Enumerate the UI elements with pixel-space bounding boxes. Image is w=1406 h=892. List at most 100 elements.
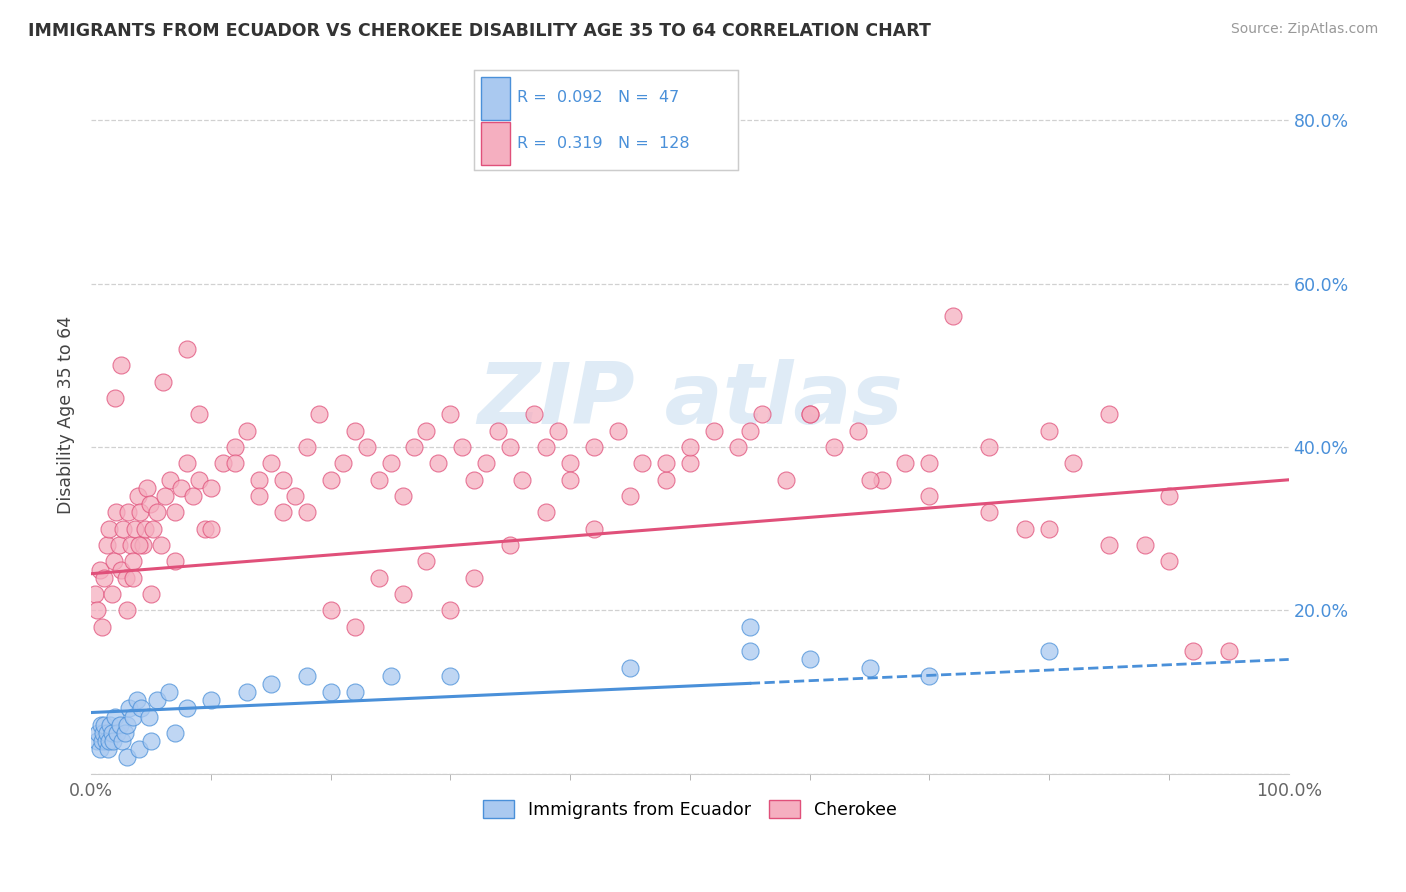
Point [799,408,821,422]
Point [103,554,125,568]
Point [486,424,509,438]
Point [129,506,152,520]
Point [775,473,797,487]
Point [343,620,366,634]
Point [128,538,150,552]
Point [115,750,138,764]
Point [284,489,307,503]
Point [91,726,114,740]
Point [319,685,342,699]
Point [125,693,148,707]
Point [727,440,749,454]
Point [260,677,283,691]
Point [108,718,131,732]
Point [93,718,115,732]
Point [510,473,533,487]
Point [319,603,342,617]
Point [1038,424,1060,438]
Point [118,701,141,715]
Point [170,481,193,495]
Point [451,440,474,454]
Text: IMMIGRANTS FROM ECUADOR VS CHEROKEE DISABILITY AGE 35 TO 64 CORRELATION CHART: IMMIGRANTS FROM ECUADOR VS CHEROKEE DISA… [28,22,931,40]
Point [380,669,402,683]
Point [894,457,917,471]
Point [1062,457,1084,471]
Point [439,669,461,683]
Point [187,408,209,422]
Point [475,457,498,471]
Point [127,489,149,503]
Point [463,473,485,487]
Point [112,522,135,536]
Point [131,538,153,552]
Point [523,408,546,422]
Point [110,359,132,373]
Point [200,693,222,707]
Point [918,489,941,503]
Point [404,440,426,454]
Point [120,538,142,552]
Point [679,457,702,471]
Point [134,522,156,536]
Point [942,310,965,324]
Point [1038,644,1060,658]
Point [343,685,366,699]
Point [111,734,134,748]
Legend: Immigrants from Ecuador, Cherokee: Immigrants from Ecuador, Cherokee [477,794,904,826]
Point [152,375,174,389]
Point [90,718,112,732]
Point [499,538,522,552]
Point [89,563,111,577]
Point [104,391,127,405]
Point [90,734,112,748]
Point [139,734,162,748]
Point [107,538,129,552]
Point [128,742,150,756]
Point [1218,644,1240,658]
Point [163,506,186,520]
Point [187,473,209,487]
Point [1157,489,1180,503]
Point [93,571,115,585]
Y-axis label: Disability Age 35 to 64: Disability Age 35 to 64 [58,316,75,514]
Point [124,522,146,536]
Point [319,473,342,487]
Point [271,473,294,487]
Point [149,538,172,552]
Point [751,408,773,422]
Point [271,506,294,520]
Point [163,554,186,568]
Point [631,457,654,471]
Point [86,734,108,748]
Point [98,522,121,536]
Point [583,522,606,536]
Point [619,660,641,674]
Point [380,457,402,471]
Point [858,660,880,674]
Point [122,709,145,723]
Point [105,506,128,520]
Point [738,644,761,658]
Point [86,603,108,617]
Point [427,457,450,471]
Point [247,489,270,503]
Point [1014,522,1036,536]
Point [115,603,138,617]
Point [547,424,569,438]
Point [439,603,461,617]
Point [979,440,1001,454]
Point [100,726,122,740]
Point [212,457,235,471]
Point [560,457,582,471]
Point [799,652,821,666]
Point [90,620,112,634]
Point [83,587,105,601]
Point [114,726,136,740]
Point [104,709,127,723]
Point [194,522,217,536]
Point [115,718,138,732]
Point [560,473,582,487]
Point [122,571,145,585]
Point [439,408,461,422]
Point [101,734,124,748]
